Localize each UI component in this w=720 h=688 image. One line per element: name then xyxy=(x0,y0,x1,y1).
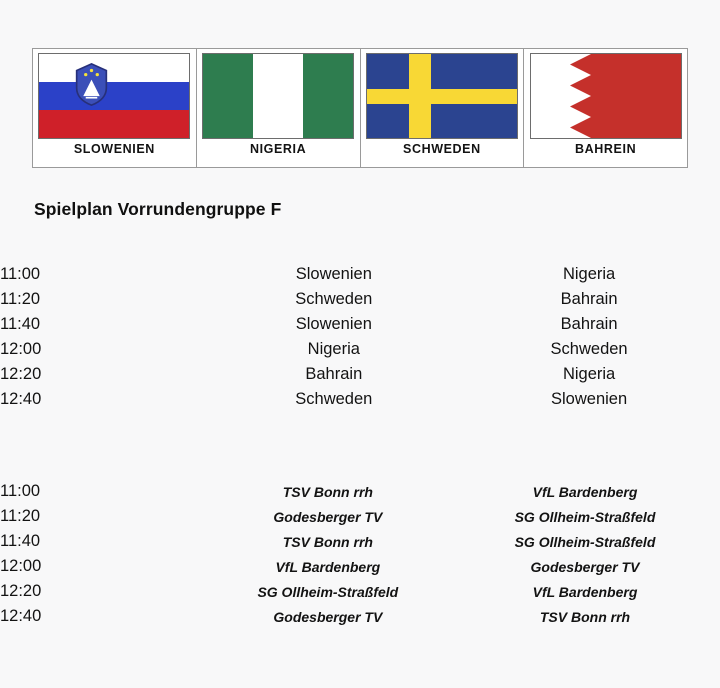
match-away-team: Schweden xyxy=(550,340,628,358)
flag-panel-nigeria: NIGERIA xyxy=(195,48,361,168)
table-row: 11:00 Slowenien Nigeria xyxy=(0,262,720,287)
match-time: 11:00 xyxy=(0,482,41,500)
table-row: 12:40 Schweden Slowenien xyxy=(0,387,720,412)
table-row: 11:00 TSV Bonn rrh VfL Bardenberg xyxy=(0,479,720,504)
match-away-team: Bahrain xyxy=(560,290,618,308)
flag-sweden-icon xyxy=(365,53,518,139)
match-home-team: Schweden xyxy=(295,390,373,408)
flag-nigeria-icon xyxy=(202,53,355,139)
match-time: 11:00 xyxy=(0,265,41,283)
match-time: 11:20 xyxy=(0,507,41,525)
nations-schedule-table: 11:00 Slowenien Nigeria 11:20 Schweden B… xyxy=(0,262,720,412)
flag-label-slowenien: SLOWENIEN xyxy=(73,142,155,156)
match-away-team: Slowenien xyxy=(551,390,628,408)
match-time: 11:20 xyxy=(0,290,41,308)
sweden-cross-vertical xyxy=(408,54,432,138)
flag-panel-schweden: SCHWEDEN xyxy=(359,48,525,168)
flag-image-wrap-bahrein xyxy=(524,49,687,141)
flag-panel-bahrein: BAHREIN xyxy=(523,48,688,168)
match-home-team: Nigeria xyxy=(307,340,360,358)
nigeria-green-left xyxy=(203,54,254,138)
flag-slovenia-icon xyxy=(38,53,191,139)
match-time: 12:00 xyxy=(0,340,42,358)
flag-label-schweden: SCHWEDEN xyxy=(403,142,481,156)
match-away-club: VfL Bardenberg xyxy=(532,583,638,600)
table-row: 12:20 Bahrain Nigeria xyxy=(0,362,720,387)
slovenia-blue-band xyxy=(39,81,190,110)
table-row: 11:40 TSV Bonn rrh SG Ollheim-Straßfeld xyxy=(0,529,720,554)
match-time: 11:40 xyxy=(0,315,41,333)
flag-label-nigeria: NIGERIA xyxy=(249,142,307,156)
match-home-club: TSV Bonn rrh xyxy=(282,533,373,550)
flag-image-wrap-schweden xyxy=(361,49,524,141)
match-away-club: VfL Bardenberg xyxy=(532,483,638,500)
flag-panel-slowenien: SLOWENIEN xyxy=(32,48,197,168)
match-away-team: Nigeria xyxy=(562,265,616,283)
bahrain-serrated-edge-icon xyxy=(569,54,591,138)
match-away-club: SG Ollheim-Straßfeld xyxy=(514,508,656,525)
match-time: 12:40 xyxy=(0,607,42,625)
match-home-club: VfL Bardenberg xyxy=(275,558,381,575)
match-home-club: TSV Bonn rrh xyxy=(282,483,373,500)
table-row: 11:40 Slowenien Bahrain xyxy=(0,312,720,337)
table-row: 12:40 Godesberger TV TSV Bonn rrh xyxy=(0,604,720,629)
slovenia-white-band xyxy=(39,54,190,82)
match-home-team: Schweden xyxy=(295,290,373,308)
match-home-club: SG Ollheim-Straßfeld xyxy=(257,583,399,600)
table-row: 12:00 VfL Bardenberg Godesberger TV xyxy=(0,554,720,579)
table-row: 12:20 SG Ollheim-Straßfeld VfL Bardenber… xyxy=(0,579,720,604)
table-row: 12:00 Nigeria Schweden xyxy=(0,337,720,362)
match-away-club: SG Ollheim-Straßfeld xyxy=(514,533,656,550)
match-away-club: TSV Bonn rrh xyxy=(539,608,631,625)
match-home-team: Bahrain xyxy=(305,365,363,383)
page-title: Spielplan Vorrundengruppe F xyxy=(34,199,282,219)
flag-label-bahrein: BAHREIN xyxy=(575,142,637,156)
match-home-team: Slowenien xyxy=(295,315,372,333)
flags-strip: SLOWENIEN NIGERIA SCHWEDEN xyxy=(32,48,688,168)
clubs-schedule-table: 11:00 TSV Bonn rrh VfL Bardenberg 11:20 … xyxy=(0,479,720,629)
match-time: 11:40 xyxy=(0,532,41,550)
match-away-club: Godesberger TV xyxy=(530,558,640,575)
sweden-cross-horizontal xyxy=(366,89,517,104)
match-time: 12:20 xyxy=(0,365,42,383)
match-away-team: Nigeria xyxy=(562,365,616,383)
slovenia-coat-of-arms-icon xyxy=(76,62,108,106)
match-time: 12:00 xyxy=(0,557,42,575)
table-row: 11:20 Schweden Bahrain xyxy=(0,287,720,312)
match-time: 12:40 xyxy=(0,390,42,408)
match-home-team: Slowenien xyxy=(295,265,372,283)
flag-image-wrap-nigeria xyxy=(197,49,360,141)
match-away-team: Bahrain xyxy=(560,315,618,333)
slovenia-red-band xyxy=(39,109,190,138)
match-home-club: Godesberger TV xyxy=(273,508,383,525)
flag-bahrain-icon xyxy=(529,53,682,139)
table-row: 11:20 Godesberger TV SG Ollheim-Straßfel… xyxy=(0,504,720,529)
nigeria-green-right xyxy=(303,54,354,138)
match-time: 12:20 xyxy=(0,582,42,600)
flag-image-wrap-slowenien xyxy=(33,49,196,141)
nigeria-white-middle xyxy=(253,54,304,138)
match-home-club: Godesberger TV xyxy=(273,608,383,625)
